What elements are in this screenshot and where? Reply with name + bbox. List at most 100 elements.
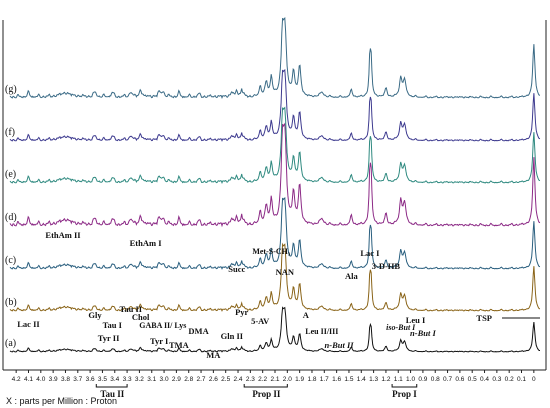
- annotation-chol: Chol: [132, 312, 150, 322]
- annotation-3-d-hb: 3-D-HB: [372, 261, 401, 271]
- annotation-gly: Gly: [88, 310, 102, 320]
- annotation-nan: NAN: [276, 267, 295, 277]
- x-tick-label: 0.5: [468, 376, 477, 383]
- x-tick-label: 0.3: [492, 376, 501, 383]
- x-tick-label: 2.1: [270, 376, 279, 383]
- annotation-tsp: TSP: [476, 313, 492, 323]
- x-tick-label: 3.5: [98, 376, 107, 383]
- annotation-gaba-ii-lys: GABA II/ Lys: [139, 321, 186, 330]
- spectrum-line-d: [9, 122, 541, 228]
- x-tick-label: 4.2: [12, 376, 21, 383]
- series-label-d: (d): [5, 212, 17, 223]
- annotation-ma: MA: [206, 350, 221, 360]
- x-tick-label: 2.4: [233, 376, 242, 383]
- series-label-e: (e): [5, 169, 16, 180]
- annotation-tyr-i: Tyr I: [150, 336, 169, 346]
- x-tick-label: 2.9: [172, 376, 181, 383]
- x-tick-label: 1.0: [406, 376, 415, 383]
- annotation-tma: TMA: [169, 340, 190, 350]
- x-tick-label: 0.1: [517, 376, 526, 383]
- x-tick-label: 1.9: [295, 376, 304, 383]
- x-tick-label: 2.5: [221, 376, 230, 383]
- annotation-lac-i: Lac I: [360, 248, 380, 258]
- x-tick-label: 3.2: [135, 376, 144, 383]
- annotation-etham-i: EthAm I: [130, 238, 163, 248]
- annotation-5-av: 5-AV: [251, 316, 270, 326]
- annotation-pyr: Pyr: [235, 307, 248, 317]
- x-tick-label: 0.9: [418, 376, 427, 383]
- x-tick-label: 0.4: [480, 376, 489, 383]
- series-label-b: (b): [5, 297, 17, 308]
- annotation-etham-ii: EthAm II: [45, 230, 81, 240]
- annotation-succ: Succ: [228, 264, 245, 274]
- region-bracket: [243, 384, 288, 388]
- x-axis-ticks: 4.2 4.1 4.0 3.9 3.8 3.7 3.6 3.5 3.4 3.3 3.2 3.1 3.0 2…: [12, 370, 536, 383]
- x-tick-label: 3.3: [123, 376, 132, 383]
- x-tick-label: 2.0: [283, 376, 292, 383]
- x-tick-label: 1.7: [320, 376, 329, 383]
- annotation-tyr-ii: Tyr II: [98, 333, 120, 343]
- annotation-iso-but-i: iso-But I: [386, 323, 416, 332]
- spectrum-line-c: [9, 196, 541, 270]
- x-tick-label: 2.7: [197, 376, 206, 383]
- x-tick-label: 2.6: [209, 376, 218, 383]
- x-tick-label: 3.7: [73, 376, 82, 383]
- x-tick-label: 1.4: [357, 376, 366, 383]
- x-tick-label: 3.9: [49, 376, 58, 383]
- x-tick-label: 2.8: [184, 376, 193, 383]
- annotation-tau-ii-peak: Tau II: [119, 304, 142, 314]
- annotation-gln-ii: Gln II: [221, 331, 244, 341]
- annotation-ala: Ala: [345, 271, 359, 281]
- spectra-group: [9, 16, 541, 353]
- annotation-dma: DMA: [188, 326, 209, 336]
- x-tick-label: 3.6: [86, 376, 95, 383]
- region-label-tau-ii: Tau II: [100, 389, 124, 399]
- series-label-g: (g): [5, 84, 17, 95]
- x-tick-label: 3.8: [61, 376, 70, 383]
- x-tick-label: 0.7: [443, 376, 452, 383]
- peak-annotations: Lac II Gly Tyr II Tau I Chol Tyr I GABA II/ Ly…: [17, 230, 492, 360]
- annotation-leu-ii-iii: Leu II/III: [305, 327, 338, 336]
- series-label-c: (c): [5, 255, 16, 266]
- x-tick-label: 0.2: [505, 376, 514, 383]
- x-tick-label: 3.0: [160, 376, 169, 383]
- series-label-f: (f): [5, 127, 15, 138]
- x-tick-label: 1.5: [344, 376, 353, 383]
- x-tick-label: 0: [532, 376, 536, 383]
- x-tick-label: 3.1: [147, 376, 156, 383]
- annotation-a: A: [303, 310, 310, 320]
- x-tick-label: 4.1: [24, 376, 33, 383]
- series-labels: (a) (b) (c) (d) (e) (f) (g): [5, 84, 17, 349]
- x-tick-label: 4.0: [36, 376, 45, 383]
- x-tick-label: 1.6: [332, 376, 341, 383]
- annotation-lac-ii: Lac II: [17, 319, 40, 329]
- region-label-prop-i: Prop I: [392, 389, 417, 399]
- x-tick-label: 1.2: [381, 376, 390, 383]
- region-label-prop-ii: Prop II: [252, 389, 281, 399]
- annotation-n-but-i: n-But I: [410, 328, 436, 338]
- bottom-region-labels: Tau II Prop II Prop I: [95, 384, 418, 399]
- plot-frame: [2, 20, 547, 371]
- spectrum-line-g: [9, 16, 541, 100]
- x-tick-label: 0.8: [431, 376, 440, 383]
- x-tick-label: 1.1: [394, 376, 403, 383]
- x-tick-label: 1.3: [369, 376, 378, 383]
- x-tick-label: 2.2: [258, 376, 267, 383]
- x-tick-label: 0.6: [455, 376, 464, 383]
- spectrum-line-a: [9, 306, 540, 353]
- x-axis-label: X : parts per Million : Proton: [6, 396, 117, 406]
- spectrum-line-b: [9, 242, 541, 312]
- x-tick-label: 3.4: [110, 376, 119, 383]
- annotation-met-s-ch-: Met-S-CH₃: [252, 247, 291, 256]
- spectrum-line-f: [9, 68, 541, 142]
- x-tick-label: 1.8: [307, 376, 316, 383]
- series-label-a: (a): [5, 338, 16, 349]
- annotation-leu-i: Leu I: [406, 315, 426, 325]
- region-bracket: [95, 384, 128, 388]
- annotation-tau-i: Tau I: [103, 320, 123, 330]
- x-tick-label: 2.3: [246, 376, 255, 383]
- region-bracket: [391, 384, 418, 388]
- annotation-n-but-ii: n-But II: [325, 340, 355, 350]
- spectrum-line-e: [9, 106, 541, 184]
